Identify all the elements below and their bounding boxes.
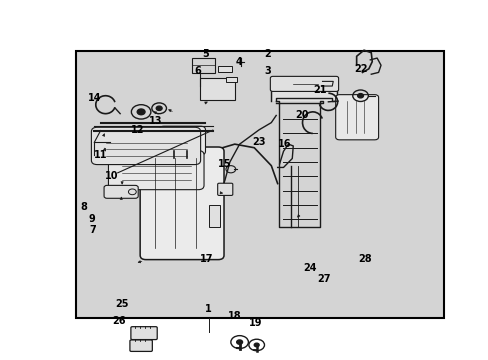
Text: 11: 11 (94, 150, 107, 160)
Text: 27: 27 (317, 274, 330, 284)
Text: 2: 2 (264, 49, 271, 59)
FancyBboxPatch shape (140, 147, 224, 260)
Text: 7: 7 (89, 225, 96, 235)
Text: 26: 26 (112, 316, 126, 326)
Bar (199, 78, 234, 100)
FancyBboxPatch shape (91, 127, 200, 165)
Text: 4: 4 (235, 57, 242, 67)
FancyBboxPatch shape (270, 76, 338, 91)
Text: 25: 25 (115, 299, 128, 309)
Text: 24: 24 (303, 263, 316, 273)
Text: 16: 16 (277, 139, 291, 149)
Text: 21: 21 (313, 85, 326, 95)
Text: 5: 5 (202, 49, 208, 59)
FancyBboxPatch shape (131, 327, 157, 339)
Circle shape (236, 340, 242, 344)
FancyBboxPatch shape (130, 340, 152, 351)
Text: 8: 8 (80, 202, 87, 212)
Text: 20: 20 (295, 111, 308, 121)
Circle shape (254, 343, 259, 347)
Circle shape (156, 106, 162, 111)
FancyBboxPatch shape (108, 150, 203, 190)
FancyBboxPatch shape (335, 95, 378, 140)
FancyBboxPatch shape (217, 183, 232, 195)
Text: 19: 19 (248, 319, 262, 328)
Bar (209, 205, 220, 226)
Text: 3: 3 (264, 66, 271, 76)
Text: 28: 28 (358, 254, 371, 264)
Text: 1: 1 (204, 304, 211, 314)
Bar (217, 66, 232, 72)
Bar (225, 77, 236, 82)
Bar (191, 58, 215, 73)
Text: 15: 15 (218, 159, 231, 169)
Circle shape (357, 94, 363, 98)
Text: 23: 23 (252, 138, 265, 147)
Text: 10: 10 (105, 171, 119, 181)
Text: 9: 9 (89, 214, 96, 224)
Text: 17: 17 (200, 254, 213, 264)
Text: 14: 14 (88, 93, 102, 103)
Circle shape (137, 109, 145, 115)
FancyBboxPatch shape (159, 126, 205, 155)
Text: 6: 6 (194, 66, 201, 76)
Bar (76, 51, 444, 318)
FancyBboxPatch shape (104, 185, 138, 198)
Bar (272, 87, 335, 101)
Text: 18: 18 (228, 311, 242, 321)
Text: 22: 22 (353, 64, 366, 74)
Text: 13: 13 (149, 116, 162, 126)
Text: 12: 12 (130, 125, 143, 135)
